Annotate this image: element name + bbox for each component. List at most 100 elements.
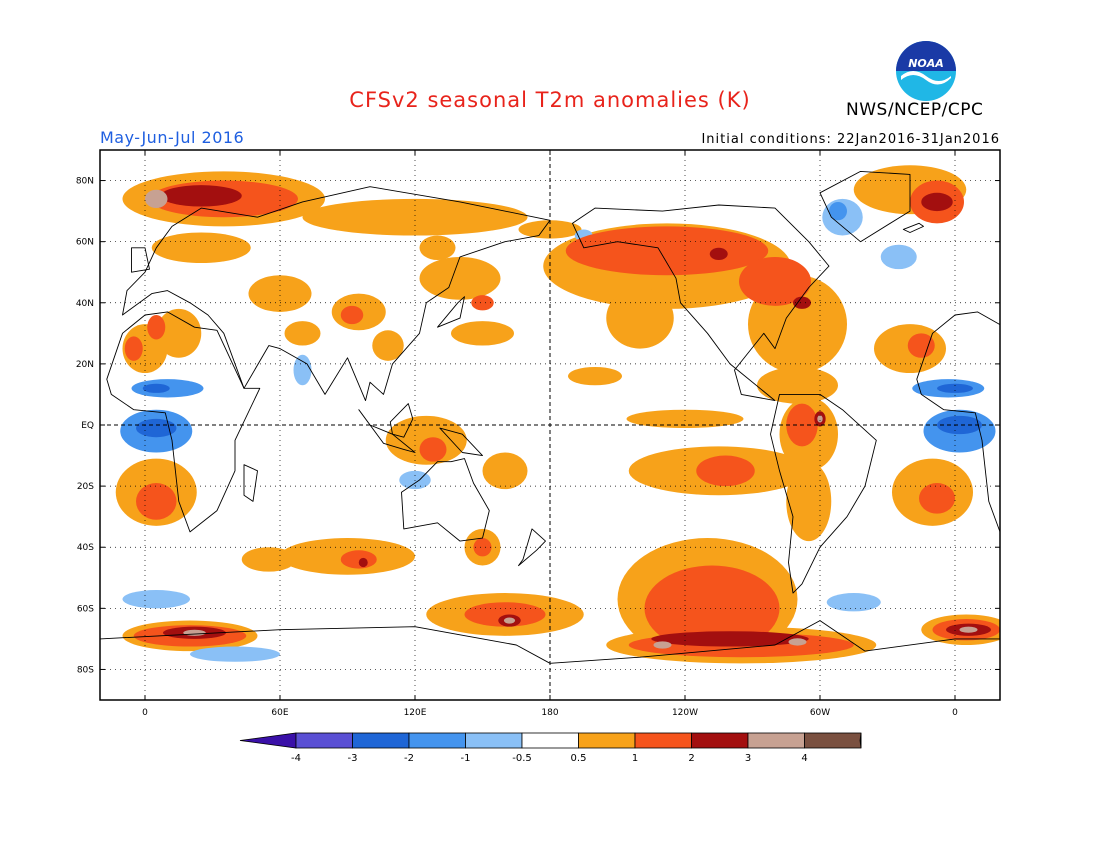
- colorbar-label: -0.5: [512, 753, 532, 764]
- colorbar-label: 2: [688, 753, 694, 764]
- anomaly-blob: [419, 256, 501, 300]
- coastline-madagascar: [243, 464, 258, 502]
- anomaly-fill-layer: [115, 165, 1000, 664]
- coastline-new-guinea: [439, 427, 483, 457]
- lat-tick-label: 20S: [77, 482, 94, 492]
- logo-text: NOAA: [908, 57, 944, 70]
- anomaly-blob: [147, 315, 166, 340]
- anomaly-blob: [136, 418, 177, 438]
- noaa-logo-icon: NOAA: [896, 41, 956, 101]
- colorbar-label: 3: [745, 753, 751, 764]
- colorbar-bin: [578, 732, 636, 749]
- anomaly-blob: [937, 383, 973, 393]
- chart-title: CFSv2 seasonal T2m anomalies (K): [349, 88, 751, 112]
- anomaly-blob: [817, 415, 823, 423]
- anomaly-blob: [696, 455, 755, 487]
- anomaly-blob: [419, 235, 456, 260]
- coastline-japan: [437, 296, 465, 328]
- initial-conditions-label: Initial conditions: 22Jan2016-31Jan2016: [701, 132, 1000, 147]
- graticule: [100, 150, 1000, 700]
- anomaly-blob: [190, 646, 280, 662]
- lon-tick-label: 0: [142, 708, 148, 718]
- season-label: May-Jun-Jul 2016: [100, 128, 245, 147]
- anomaly-blob: [482, 452, 528, 490]
- lat-tick-label: 60S: [77, 604, 94, 614]
- coastline-south-america: [770, 393, 877, 594]
- anomaly-blob: [241, 547, 296, 572]
- coastline-uk: [131, 247, 150, 273]
- anomaly-blob: [826, 593, 881, 612]
- lat-tick-label: 40N: [76, 299, 94, 309]
- colorbar-label: 4: [801, 753, 807, 764]
- colorbar-label: -1: [461, 753, 471, 764]
- colorbar-label: -3: [348, 753, 358, 764]
- anomaly-blob: [651, 631, 809, 647]
- anomaly-blob: [880, 244, 917, 270]
- lon-tick-label: 60W: [810, 708, 830, 718]
- colorbar-bin: [465, 732, 523, 749]
- lat-tick-label: 80N: [76, 177, 94, 187]
- colorbar-bin: [352, 732, 410, 749]
- anomaly-blob: [160, 185, 242, 207]
- coastline-eurasia: [122, 186, 551, 402]
- anomaly-blob: [709, 247, 728, 260]
- colorbar-label: 1: [632, 753, 638, 764]
- colorbar-high-arrow: [859, 732, 862, 749]
- coastline-iceland: [902, 222, 924, 233]
- colorbar-bin: [691, 732, 749, 749]
- coastline-borneo: [389, 403, 414, 438]
- anomaly-blob: [293, 354, 312, 386]
- anomaly-blob: [471, 295, 494, 311]
- lat-tick-label: 60N: [76, 238, 94, 248]
- anomaly-blob: [793, 296, 811, 309]
- lon-tick-label: 0: [952, 708, 958, 718]
- anomaly-blob: [937, 415, 982, 435]
- lat-tick-label: 40S: [77, 543, 94, 553]
- anomaly-blob: [358, 557, 368, 568]
- anomaly-blob: [151, 232, 251, 264]
- anomaly-blob: [372, 330, 404, 361]
- colorbar: -4 -3 -2 -1 -0.5 0.5 1 2 3 4: [239, 732, 862, 764]
- colorbar-label: 0.5: [571, 753, 587, 764]
- anomaly-blob: [124, 336, 143, 361]
- colorbar-bin: [747, 732, 805, 749]
- coastline-antarctica: [100, 620, 1000, 700]
- colorbar-bin: [634, 732, 692, 749]
- colorbar-bin: [521, 732, 579, 749]
- lon-tick-label: 60E: [271, 708, 288, 718]
- anomaly-blob: [136, 483, 177, 520]
- colorbar-low-arrow: [239, 732, 297, 749]
- coastline-australia: [401, 458, 490, 542]
- lon-tick-label: 120W: [672, 708, 698, 718]
- anomaly-blob: [503, 617, 516, 624]
- anomaly-blob: [340, 550, 377, 569]
- anomaly-blob: [786, 461, 832, 542]
- lat-tick-label: 80S: [77, 665, 94, 675]
- anomaly-blob: [565, 226, 769, 276]
- anomaly-blob: [145, 189, 168, 209]
- anomaly-blob: [302, 198, 528, 236]
- lat-tick-label: EQ: [81, 421, 94, 431]
- anomaly-blob: [156, 308, 202, 358]
- latitude-labels: 80N 60N 40N 20N EQ 20S 40S 60S 80S: [76, 177, 1000, 675]
- anomaly-blob: [419, 437, 447, 462]
- coastline-africa: [106, 311, 261, 533]
- longitude-labels: 0 60E 120E 180 120W 60W 0: [142, 150, 958, 718]
- anomaly-blob: [142, 383, 170, 393]
- anomaly-blob: [122, 590, 190, 609]
- colorbar-bin: [408, 732, 466, 749]
- anomaly-blob: [788, 638, 807, 646]
- anomaly-blob: [959, 626, 978, 633]
- coastline-new-zealand: [518, 528, 546, 567]
- anomaly-blob: [644, 565, 780, 652]
- colorbar-bin: [804, 732, 862, 749]
- colorbar-label: -4: [291, 753, 301, 764]
- anomaly-blob: [340, 305, 364, 325]
- lon-tick-label: 180: [541, 708, 558, 718]
- anomaly-blob: [907, 333, 935, 358]
- coastline-greenland: [819, 170, 911, 243]
- coastline-north-america: [572, 204, 830, 402]
- colorbar-label: -2: [404, 753, 414, 764]
- anomaly-blob: [626, 409, 744, 429]
